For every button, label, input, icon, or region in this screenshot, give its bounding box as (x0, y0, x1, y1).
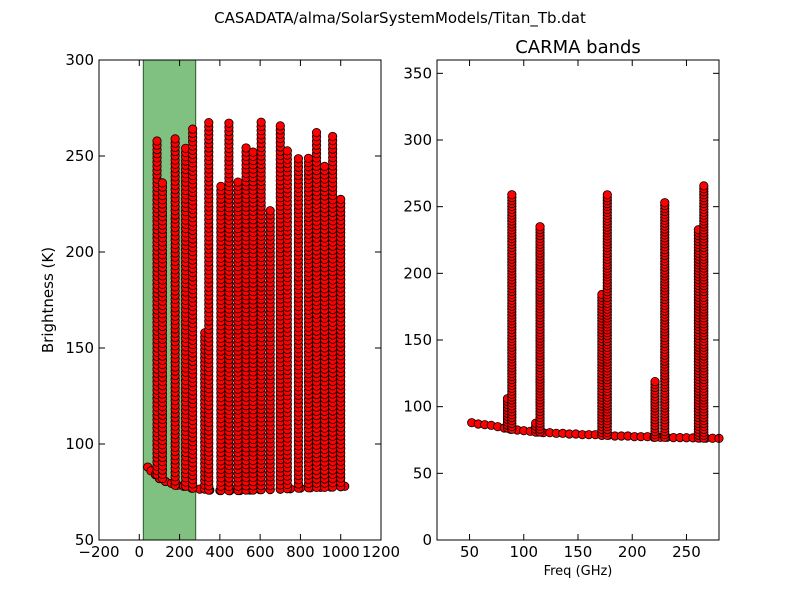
right-series-points (467, 181, 724, 443)
spike-point (282, 146, 292, 156)
y-tick-label: 100 (65, 435, 94, 453)
y-tick-label: 100 (403, 398, 432, 416)
right-x-axis-label: Freq (GHz) (544, 564, 613, 579)
left-y-axis-label: Brightness (K) (39, 247, 57, 353)
y-tick-label: 300 (403, 131, 432, 149)
y-tick-label: 150 (65, 339, 94, 357)
spike-point (535, 222, 545, 232)
right-plot-area (437, 60, 719, 540)
x-tick-label: 50 (460, 543, 479, 561)
spike-point (188, 124, 198, 134)
spike-point (224, 118, 234, 128)
x-tick-label: 200 (165, 543, 194, 561)
y-tick-label: 250 (403, 198, 432, 216)
right-chart-title: CARMA bands (515, 37, 641, 58)
y-tick-label: 150 (403, 331, 432, 349)
x-tick-label: 1000 (322, 543, 360, 561)
left-x-ticks: −200 0 200 400 600 800 1000 1200 (78, 60, 400, 561)
x-tick-label: 0 (135, 543, 145, 561)
spike-point (204, 117, 214, 128)
x-tick-label: 600 (246, 543, 275, 561)
right-y-ticks: 0 50 100 150 200 250 300 350 (403, 64, 719, 549)
right-x-ticks: 50 100 150 200 250 (460, 60, 701, 561)
spike-point (216, 181, 226, 191)
y-tick-label: 50 (413, 464, 432, 482)
spike-point (303, 153, 314, 163)
x-tick-label: 1200 (362, 543, 400, 561)
spike-point (650, 376, 660, 387)
x-tick-label: −200 (78, 543, 119, 561)
right-panel: 50 100 150 200 250 0 50 100 150 200 250 300 350 CAR… (403, 37, 724, 579)
figure-title: CASADATA/alma/SolarSystemModels/Titan_Tb… (214, 9, 586, 27)
y-tick-label: 200 (403, 264, 432, 282)
spike-point (241, 143, 251, 153)
spike-point (311, 127, 322, 138)
spike-point (507, 190, 517, 200)
left-y-ticks: 50 100 150 200 250 300 (65, 51, 381, 549)
spike-point (293, 154, 304, 164)
left-series-points (143, 117, 350, 496)
x-tick-label: 150 (564, 543, 593, 561)
spike-point (660, 198, 670, 208)
x-tick-label: 400 (206, 543, 235, 561)
spike-point (699, 181, 709, 191)
spike-point (319, 161, 330, 171)
spike-point (152, 136, 162, 146)
spike-point (275, 121, 285, 131)
x-tick-label: 200 (618, 543, 647, 561)
y-tick-label: 50 (75, 531, 94, 549)
x-tick-label: 250 (672, 543, 701, 561)
spike-point (256, 117, 266, 127)
x-tick-label: 800 (286, 543, 315, 561)
y-tick-label: 300 (65, 51, 94, 69)
y-tick-label: 350 (403, 64, 432, 82)
x-tick-label: 100 (509, 543, 538, 561)
y-tick-label: 200 (65, 243, 94, 261)
spike-point (170, 134, 180, 144)
left-panel: −200 0 200 400 600 800 1000 1200 50 100 150 200 250… (39, 51, 400, 561)
y-tick-label: 0 (422, 531, 432, 549)
left-axes-frame (98, 59, 382, 541)
spike-point (248, 147, 258, 157)
y-tick-label: 250 (65, 147, 94, 165)
spike-point (602, 190, 612, 200)
spike-point (328, 131, 338, 142)
spike-point (265, 206, 275, 216)
spike-point (336, 194, 346, 204)
spike-point (233, 177, 243, 187)
spike-point (157, 178, 168, 188)
